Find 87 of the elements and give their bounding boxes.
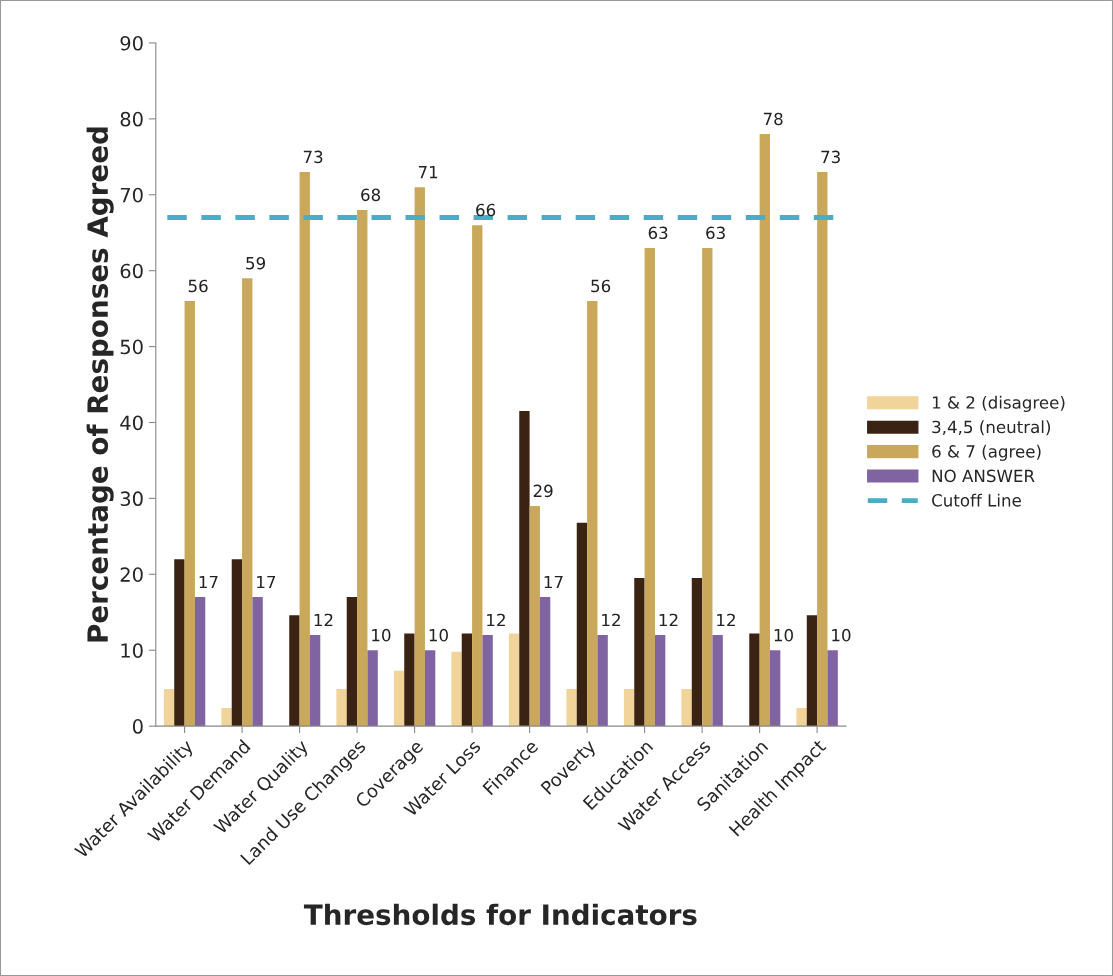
data-label: 12 <box>659 613 678 627</box>
bar <box>806 615 818 727</box>
data-label: 71 <box>418 166 438 179</box>
bar <box>299 171 310 727</box>
bar <box>702 247 713 727</box>
bar <box>404 633 415 727</box>
bar <box>529 506 540 727</box>
bar <box>231 559 243 727</box>
bar <box>424 650 436 727</box>
bar <box>393 670 405 727</box>
legend-label: 1 & 2 (disagree) <box>932 395 1065 412</box>
bar <box>174 559 185 727</box>
bar <box>691 578 703 727</box>
bar <box>587 301 598 727</box>
data-label: 10 <box>372 628 391 642</box>
legend-label: Cutoff Line <box>932 493 1021 507</box>
y-tick-label: 60 <box>120 263 143 279</box>
data-label: 12 <box>717 613 735 627</box>
bar <box>508 633 520 727</box>
bar <box>681 688 692 727</box>
data-label: 59 <box>246 256 266 270</box>
legend-label: 6 & 7 (agree) <box>932 444 1041 461</box>
bar <box>336 688 347 727</box>
y-tick-label: 30 <box>120 491 143 507</box>
data-label: 17 <box>544 575 563 589</box>
data-label: 12 <box>602 613 620 627</box>
legend-label: 3,4,5 (neutral) <box>932 420 1050 436</box>
bar <box>451 651 462 727</box>
y-tick-label: 80 <box>120 111 143 127</box>
data-label: 56 <box>188 279 208 293</box>
y-tick-label: 0 <box>132 719 143 734</box>
bar <box>712 635 723 727</box>
bar <box>472 225 483 727</box>
data-label: 78 <box>763 112 783 126</box>
bar <box>242 278 253 727</box>
data-label: 63 <box>706 226 725 240</box>
bar <box>519 411 530 727</box>
bar <box>482 635 493 727</box>
x-axis-title: Thresholds for Indicators <box>303 903 697 926</box>
data-label: 63 <box>648 226 668 240</box>
data-label: 56 <box>591 279 611 293</box>
bar <box>221 707 232 727</box>
y-tick-label: 90 <box>120 35 143 51</box>
data-label: 73 <box>821 150 840 164</box>
data-label: 66 <box>476 203 496 217</box>
bar <box>309 635 321 727</box>
data-label: 12 <box>314 613 333 627</box>
bar <box>252 597 263 727</box>
data-label: 73 <box>303 150 323 164</box>
bar <box>194 597 206 727</box>
bar <box>184 301 195 727</box>
bar <box>769 650 781 727</box>
data-label: 17 <box>199 575 218 589</box>
bar <box>817 171 828 727</box>
bar <box>827 650 838 727</box>
bar <box>759 134 770 727</box>
data-label: 10 <box>429 628 448 642</box>
data-label: 29 <box>533 484 553 498</box>
legend-label: NO ANSWER <box>932 469 1035 483</box>
bar <box>576 522 588 727</box>
bar <box>414 187 425 727</box>
y-tick-label: 40 <box>120 415 143 431</box>
bar <box>461 633 473 727</box>
bar <box>796 707 807 727</box>
bar <box>749 633 760 727</box>
bar <box>163 688 175 727</box>
bar <box>289 615 300 727</box>
bar <box>367 650 378 727</box>
y-tick-label: 20 <box>120 567 143 582</box>
bar <box>346 597 358 727</box>
data-label: 17 <box>257 575 276 589</box>
bar <box>654 635 666 727</box>
bar <box>634 578 645 727</box>
data-label: 10 <box>832 628 851 642</box>
y-tick-label: 50 <box>120 339 143 355</box>
data-label: 10 <box>774 628 793 642</box>
data-label: 12 <box>487 613 505 627</box>
y-tick-label: 70 <box>120 187 143 203</box>
bar <box>357 209 368 727</box>
bar <box>644 247 655 727</box>
bar <box>623 688 635 727</box>
y-tick-label: 10 <box>121 643 143 658</box>
bar <box>566 688 577 727</box>
y-axis-title: Percentage of Responses Agreed <box>86 127 114 642</box>
bar <box>539 597 551 727</box>
data-label: 68 <box>361 188 381 202</box>
bar <box>597 635 608 727</box>
